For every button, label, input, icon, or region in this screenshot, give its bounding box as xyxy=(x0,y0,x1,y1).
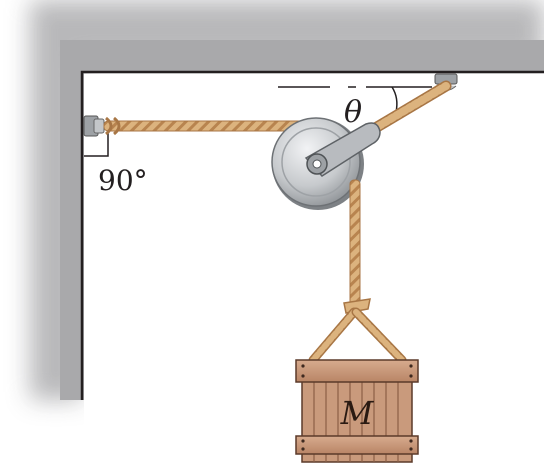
vertical-rope xyxy=(349,179,361,309)
crate-top-board xyxy=(295,359,419,383)
mass-label: M xyxy=(340,394,375,432)
angled-rope xyxy=(366,80,452,136)
crate: M xyxy=(295,359,419,463)
wall-angle-label: 90° xyxy=(98,164,148,197)
rope-angle-label: θ xyxy=(344,95,362,130)
wall-bracket xyxy=(83,115,105,137)
pulley xyxy=(271,117,381,210)
wall-ceiling-outline xyxy=(80,70,544,400)
crate-bottom-board xyxy=(295,435,419,455)
rope-bridle xyxy=(308,298,407,365)
right-angle-marker xyxy=(84,130,109,157)
